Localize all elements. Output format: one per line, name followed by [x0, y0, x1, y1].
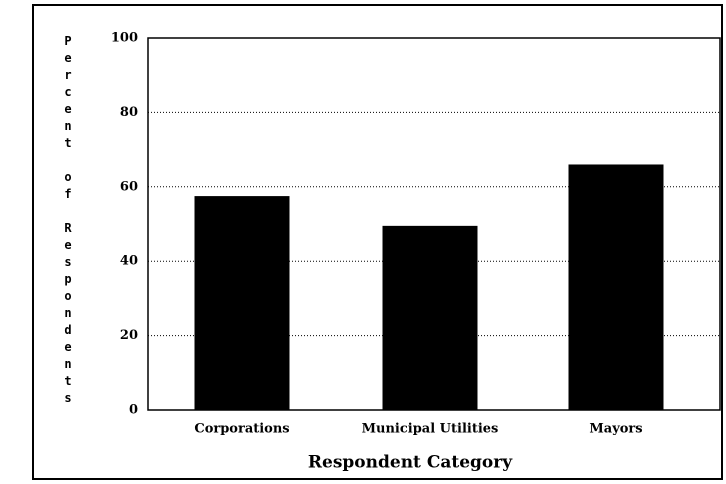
- y-tick-label: 40: [120, 254, 138, 269]
- x-tick-label: Corporations: [194, 422, 289, 437]
- y-tick-label: 80: [120, 105, 138, 120]
- y-tick-label: 100: [111, 31, 138, 46]
- x-tick-label: Mayors: [589, 422, 642, 437]
- y-tick-label: 20: [120, 328, 138, 343]
- frame: [32, 4, 723, 480]
- y-axis-label: Percent of Respondents: [61, 34, 75, 408]
- y-tick-label: 60: [120, 179, 138, 194]
- y-tick-label: 0: [129, 403, 138, 418]
- x-tick-label: Municipal Utilities: [362, 422, 499, 437]
- bar: [568, 164, 664, 410]
- x-axis-label: Respondent Category: [308, 453, 513, 473]
- bar: [382, 225, 478, 410]
- bar: [194, 196, 290, 410]
